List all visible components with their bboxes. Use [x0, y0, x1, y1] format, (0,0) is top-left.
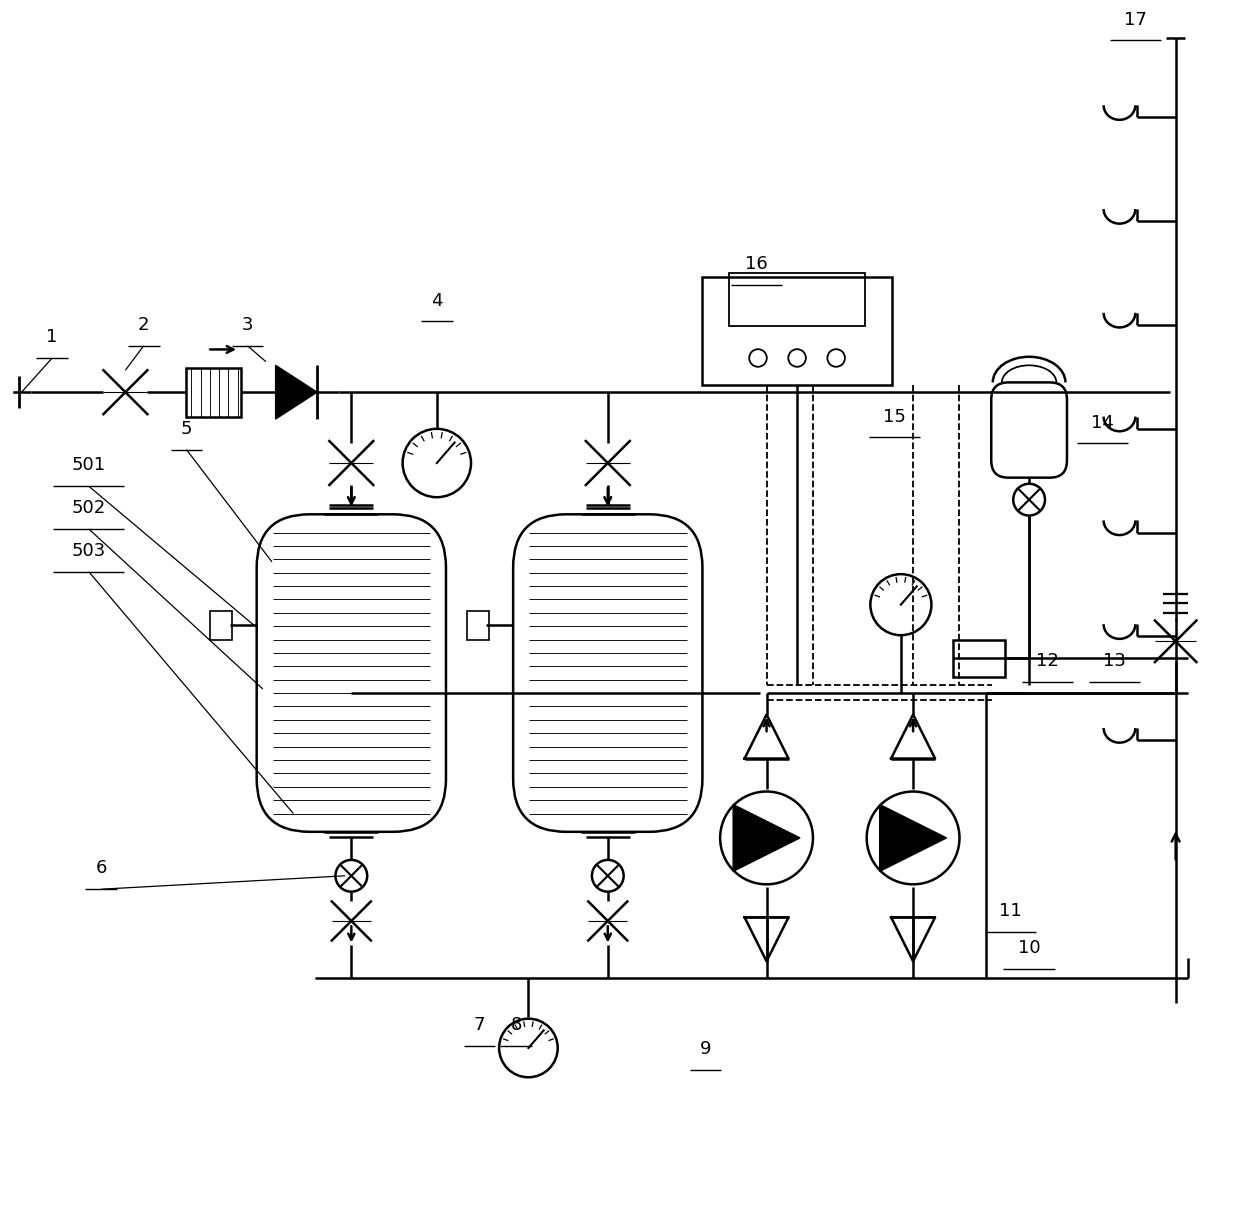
Text: 16: 16 — [745, 255, 768, 273]
Bar — [466, 611, 489, 640]
Text: 11: 11 — [999, 902, 1022, 920]
Text: 2: 2 — [138, 316, 150, 334]
Text: 15: 15 — [883, 408, 906, 426]
Text: 7: 7 — [474, 1016, 485, 1034]
Text: 10: 10 — [1018, 939, 1040, 957]
Polygon shape — [879, 804, 946, 871]
Text: 13: 13 — [1104, 652, 1126, 670]
Text: 4: 4 — [432, 291, 443, 310]
Bar — [186, 367, 242, 416]
Bar — [954, 640, 1004, 677]
Text: 501: 501 — [72, 457, 105, 475]
Bar — [729, 273, 866, 327]
Text: 9: 9 — [699, 1040, 712, 1059]
Bar — [702, 278, 892, 384]
Text: 12: 12 — [1035, 652, 1059, 670]
Text: 1: 1 — [46, 328, 58, 346]
Text: 14: 14 — [1091, 414, 1114, 432]
Text: 8: 8 — [511, 1016, 522, 1034]
Text: 5: 5 — [181, 420, 192, 438]
Text: 17: 17 — [1123, 11, 1147, 28]
Polygon shape — [275, 365, 317, 419]
Text: 6: 6 — [95, 859, 107, 878]
Text: 502: 502 — [72, 499, 105, 518]
Text: 3: 3 — [242, 316, 253, 334]
Text: 503: 503 — [72, 542, 105, 559]
Bar — [211, 611, 232, 640]
Polygon shape — [733, 804, 800, 871]
